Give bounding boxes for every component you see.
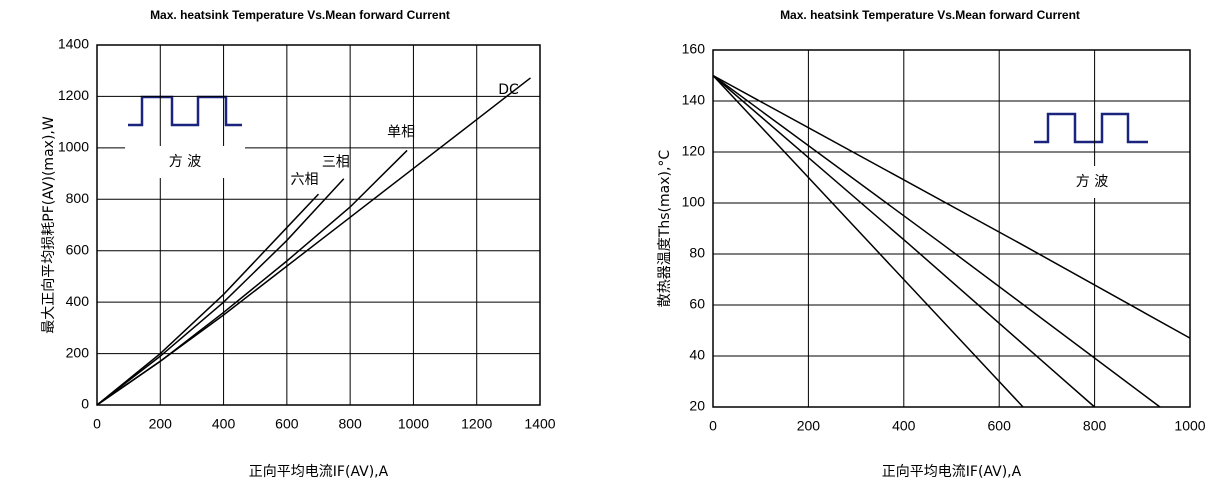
data-line [96,77,531,406]
y-tick-label: 100 [682,194,706,210]
annotation-bg [1032,166,1152,198]
data-line [712,74,1191,339]
chart-title: Max. heatsink Temperature Vs.Mean forwar… [780,8,1080,22]
data-line [96,178,345,406]
x-tick-label: 600 [275,416,299,432]
x-axis-label: 正向平均电流IF(AV),A [882,464,1022,480]
annotation: 方 波 [1076,174,1108,190]
x-tick-label: 800 [1083,418,1107,434]
x-tick-label: 1400 [524,416,555,432]
data-line [96,193,320,406]
y-tick-label: 1000 [58,139,89,155]
y-tick-label: 600 [66,241,90,257]
series-label: 三相 [322,155,350,171]
data-line [712,74,1161,408]
data-line [712,74,1096,408]
y-tick-label: 60 [689,296,705,312]
data-line [712,74,1024,408]
y-axis-label: 最大正向平均损耗PF(AV)(max),W [41,116,57,334]
x-tick-label: 200 [149,416,173,432]
series-label: 单相 [387,124,415,140]
x-tick-label: 1000 [1174,418,1205,434]
y-tick-label: 120 [682,143,706,159]
x-tick-label: 1200 [461,416,492,432]
y-tick-label: 0 [81,396,89,412]
x-tick-label: 800 [338,416,362,432]
y-tick-label: 1400 [58,36,89,52]
annotation: 方 波 [169,154,201,170]
y-tick-label: 400 [66,293,90,309]
y-tick-label: 200 [66,344,90,360]
x-tick-label: 0 [709,418,717,434]
wave-icon-right [1034,112,1148,144]
x-tick-label: 1000 [398,416,429,432]
y-tick-label: 20 [689,398,705,414]
x-tick-label: 400 [212,416,236,432]
y-axis-label: 散热器温度Ths(max),°C [657,150,673,308]
y-tick-label: 40 [689,347,705,363]
plot-area [712,49,1191,408]
x-tick-label: 0 [93,416,101,432]
series-label: 六相 [291,172,319,188]
y-tick-label: 800 [66,190,90,206]
wave-icon-left [128,95,242,127]
y-tick-label: 160 [682,41,706,57]
x-axis-label: 正向平均电流IF(AV),A [249,464,389,480]
x-tick-label: 400 [892,418,916,434]
y-tick-label: 80 [689,245,705,261]
annotation-bg [125,146,245,178]
y-tick-label: 1200 [58,87,89,103]
x-tick-label: 600 [988,418,1012,434]
y-tick-label: 140 [682,92,706,108]
x-tick-label: 200 [797,418,821,434]
series-label: DC [498,82,519,98]
chart-title: Max. heatsink Temperature Vs.Mean forwar… [150,8,450,22]
